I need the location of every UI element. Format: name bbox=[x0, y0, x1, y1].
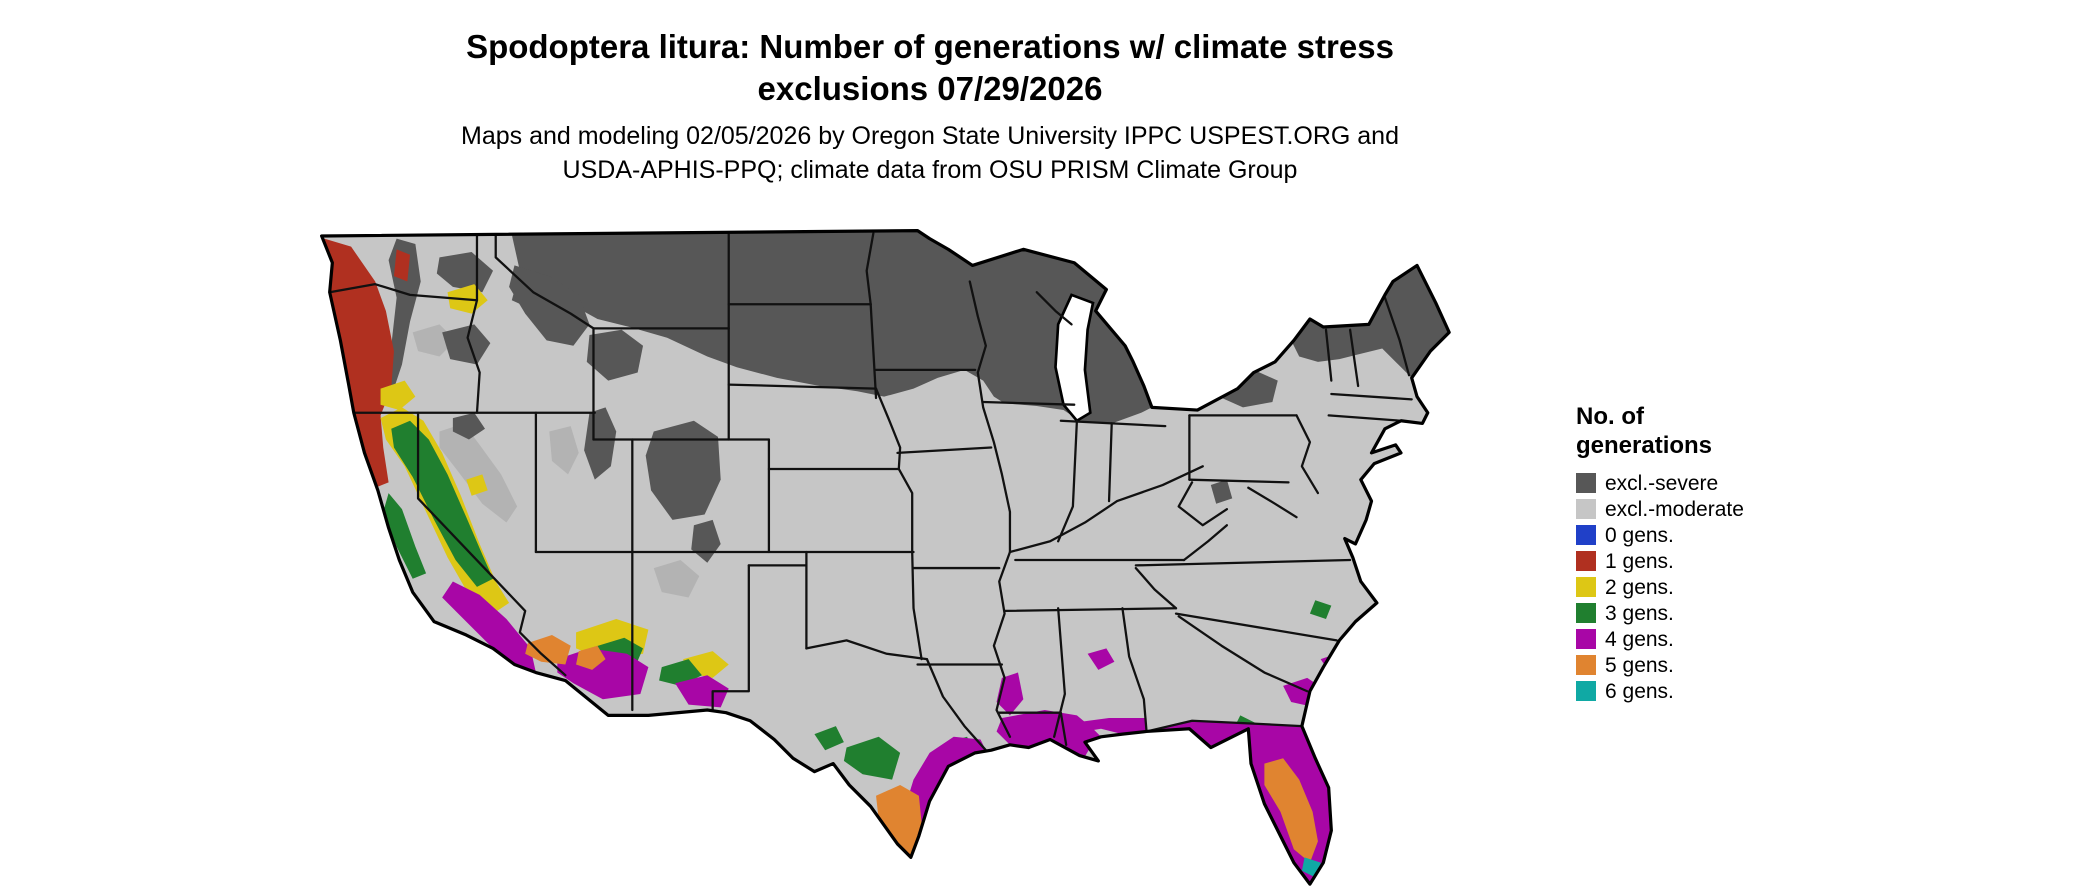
legend-item-g0: 0 gens. bbox=[1576, 525, 1744, 546]
legend-label-g0: 0 gens. bbox=[1605, 523, 1674, 547]
legend-label-g2: 2 gens. bbox=[1605, 575, 1674, 599]
legend-item-moderate: excl.-moderate bbox=[1576, 499, 1744, 520]
map-title-line2: exclusions 07/29/2026 bbox=[757, 70, 1103, 108]
legend-item-g4: 4 gens. bbox=[1576, 629, 1744, 650]
legend-swatch-g3 bbox=[1576, 603, 1596, 624]
legend-label-moderate: excl.-moderate bbox=[1605, 497, 1744, 521]
legend-title-line1: No. of bbox=[1576, 403, 1644, 430]
legend-swatch-g1 bbox=[1576, 551, 1596, 572]
legend: No. of generations excl.-severe excl.-mod… bbox=[1576, 402, 1744, 707]
map-subtitle: Maps and modeling 02/05/2026 by Oregon S… bbox=[461, 120, 1399, 188]
legend-swatch-severe bbox=[1576, 473, 1596, 494]
legend-title-line2: generations bbox=[1576, 432, 1713, 460]
legend-label-severe: excl.-severe bbox=[1605, 471, 1719, 495]
legend-label-g1: 1 gens. bbox=[1605, 549, 1674, 573]
legend-swatch-g2 bbox=[1576, 577, 1596, 598]
legend-items: excl.-severe excl.-moderate 0 gens. 1 gens.… bbox=[1576, 473, 1744, 702]
legend-item-g3: 3 gens. bbox=[1576, 603, 1744, 624]
regions-1-gens bbox=[324, 238, 411, 488]
legend-label-g3: 3 gens. bbox=[1605, 601, 1674, 625]
legend-title: No. of generations bbox=[1576, 402, 1744, 461]
legend-item-severe: excl.-severe bbox=[1576, 473, 1744, 494]
legend-swatch-g0 bbox=[1576, 525, 1596, 546]
us-outline bbox=[320, 229, 1451, 886]
legend-item-g6: 6 gens. bbox=[1576, 681, 1744, 702]
legend-swatch-g5 bbox=[1576, 655, 1596, 676]
legend-item-g5: 5 gens. bbox=[1576, 655, 1744, 676]
legend-label-g5: 5 gens. bbox=[1605, 653, 1674, 677]
legend-item-g2: 2 gens. bbox=[1576, 577, 1744, 598]
map-title-line1: Spodoptera litura: Number of generations… bbox=[466, 28, 1394, 65]
state-borders bbox=[328, 230, 1413, 752]
legend-swatch-g6 bbox=[1576, 681, 1596, 702]
us-generations-map bbox=[252, 217, 1484, 887]
legend-label-g6: 6 gens. bbox=[1605, 679, 1674, 703]
map-subtitle-line2: USDA-APHIS-PPQ; climate data from OSU PR… bbox=[562, 155, 1298, 184]
terrain-shading bbox=[412, 324, 700, 598]
regions-5-gens bbox=[525, 635, 1318, 863]
map-title: Spodoptera litura: Number of generations… bbox=[466, 26, 1394, 110]
us-map-svg bbox=[320, 229, 1451, 886]
map-subtitle-line1: Maps and modeling 02/05/2026 by Oregon S… bbox=[461, 122, 1399, 150]
legend-swatch-moderate bbox=[1576, 499, 1596, 520]
legend-item-g1: 1 gens. bbox=[1576, 551, 1744, 572]
legend-label-g4: 4 gens. bbox=[1605, 627, 1674, 651]
regions-excl-severe bbox=[380, 230, 1450, 563]
legend-swatch-g4 bbox=[1576, 629, 1596, 650]
lake-michigan bbox=[1054, 293, 1095, 423]
